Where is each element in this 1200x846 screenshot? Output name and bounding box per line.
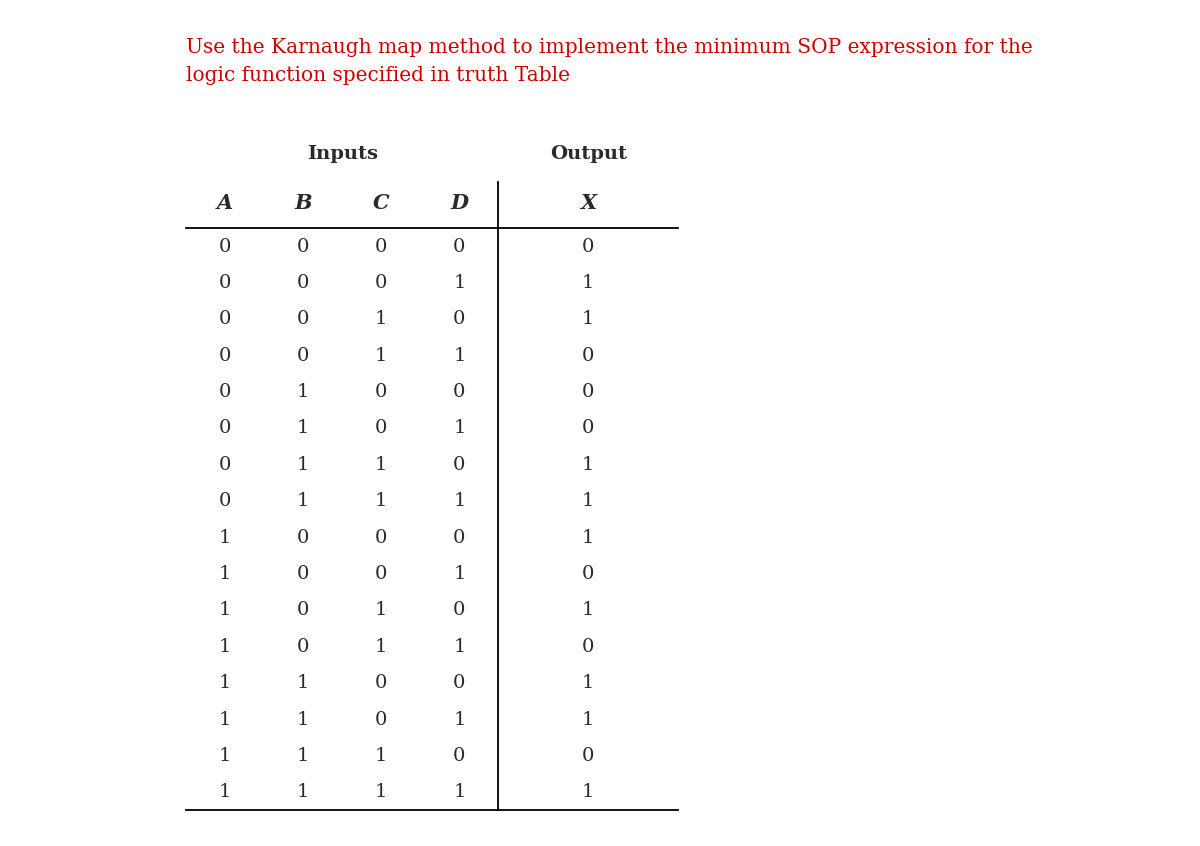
Text: 1: 1	[218, 711, 232, 728]
Text: 0: 0	[218, 383, 232, 401]
Text: 0: 0	[454, 602, 466, 619]
Text: 1: 1	[454, 347, 466, 365]
Text: 0: 0	[454, 674, 466, 692]
Text: 0: 0	[454, 456, 466, 474]
Text: 0: 0	[296, 310, 310, 328]
Text: 0: 0	[376, 238, 388, 255]
Text: 1: 1	[582, 711, 594, 728]
Text: 1: 1	[296, 674, 310, 692]
Text: 1: 1	[582, 529, 594, 547]
Text: Output: Output	[550, 145, 626, 163]
Text: 1: 1	[454, 274, 466, 292]
Text: 1: 1	[296, 492, 310, 510]
Text: 0: 0	[582, 238, 594, 255]
Text: 0: 0	[454, 747, 466, 765]
Text: 1: 1	[218, 783, 232, 801]
Text: 0: 0	[376, 420, 388, 437]
Text: 0: 0	[582, 383, 594, 401]
Text: A: A	[217, 193, 233, 213]
Text: 1: 1	[454, 492, 466, 510]
Text: 0: 0	[582, 347, 594, 365]
Text: 1: 1	[218, 602, 232, 619]
Text: 1: 1	[454, 711, 466, 728]
Text: 1: 1	[376, 456, 388, 474]
Text: 1: 1	[376, 783, 388, 801]
Text: 0: 0	[296, 565, 310, 583]
Text: 0: 0	[296, 529, 310, 547]
Text: B: B	[294, 193, 312, 213]
Text: 1: 1	[376, 492, 388, 510]
Text: 1: 1	[218, 565, 232, 583]
Text: 0: 0	[454, 310, 466, 328]
Text: 0: 0	[454, 383, 466, 401]
Text: 0: 0	[296, 602, 310, 619]
Text: 0: 0	[582, 565, 594, 583]
Text: Inputs: Inputs	[307, 145, 378, 163]
Text: 0: 0	[376, 674, 388, 692]
Text: X: X	[580, 193, 596, 213]
Text: 1: 1	[582, 310, 594, 328]
Text: 0: 0	[218, 310, 232, 328]
Text: 1: 1	[582, 783, 594, 801]
Text: 1: 1	[376, 638, 388, 656]
Text: 0: 0	[218, 347, 232, 365]
Text: 1: 1	[454, 638, 466, 656]
Text: 1: 1	[582, 602, 594, 619]
Text: logic function specified in truth Table: logic function specified in truth Table	[186, 66, 570, 85]
Text: 1: 1	[296, 711, 310, 728]
Text: 0: 0	[296, 274, 310, 292]
Text: 0: 0	[296, 638, 310, 656]
Text: 0: 0	[582, 420, 594, 437]
Text: 1: 1	[218, 529, 232, 547]
Text: 1: 1	[296, 783, 310, 801]
Text: 0: 0	[376, 383, 388, 401]
Text: 0: 0	[376, 529, 388, 547]
Text: 0: 0	[296, 347, 310, 365]
Text: 0: 0	[218, 492, 232, 510]
Text: 0: 0	[582, 638, 594, 656]
Text: 1: 1	[454, 783, 466, 801]
Text: 0: 0	[218, 420, 232, 437]
Text: 0: 0	[218, 274, 232, 292]
Text: 1: 1	[296, 456, 310, 474]
Text: 1: 1	[582, 492, 594, 510]
Text: 1: 1	[582, 274, 594, 292]
Text: D: D	[450, 193, 468, 213]
Text: 1: 1	[454, 420, 466, 437]
Text: 0: 0	[218, 238, 232, 255]
Text: 1: 1	[376, 602, 388, 619]
Text: 0: 0	[376, 274, 388, 292]
Text: 1: 1	[376, 310, 388, 328]
Text: 1: 1	[296, 383, 310, 401]
Text: 1: 1	[376, 747, 388, 765]
Text: 0: 0	[582, 747, 594, 765]
Text: Use the Karnaugh map method to implement the minimum SOP expression for the: Use the Karnaugh map method to implement…	[186, 38, 1033, 57]
Text: 0: 0	[454, 238, 466, 255]
Text: 1: 1	[296, 420, 310, 437]
Text: C: C	[373, 193, 390, 213]
Text: 1: 1	[296, 747, 310, 765]
Text: 1: 1	[454, 565, 466, 583]
Text: 0: 0	[296, 238, 310, 255]
Text: 1: 1	[218, 747, 232, 765]
Text: 1: 1	[582, 456, 594, 474]
Text: 1: 1	[218, 638, 232, 656]
Text: 0: 0	[376, 711, 388, 728]
Text: 1: 1	[218, 674, 232, 692]
Text: 1: 1	[582, 674, 594, 692]
Text: 0: 0	[218, 456, 232, 474]
Text: 0: 0	[454, 529, 466, 547]
Text: 1: 1	[376, 347, 388, 365]
Text: 0: 0	[376, 565, 388, 583]
